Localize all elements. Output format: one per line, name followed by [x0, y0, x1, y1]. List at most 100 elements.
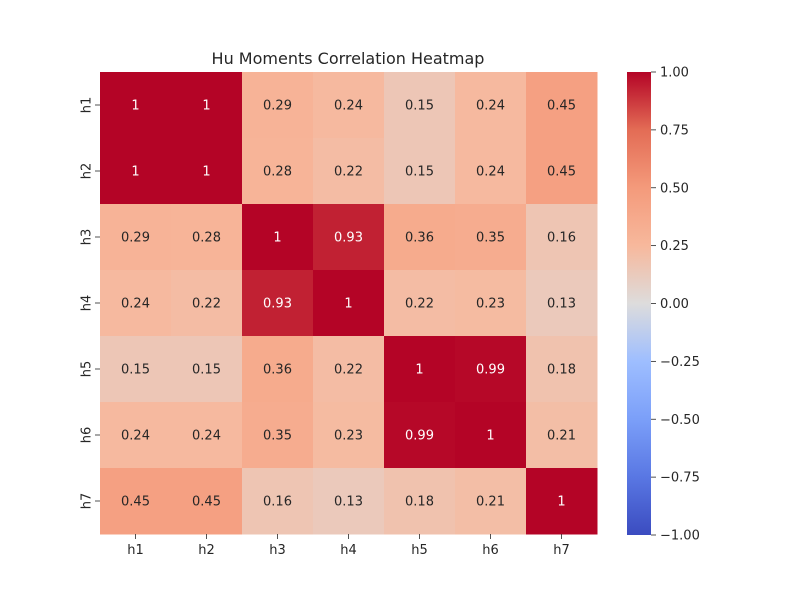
heatmap-cell	[171, 204, 243, 271]
x-axis: h1 h2 h3 h4 h5 h6 h7	[127, 534, 570, 558]
heatmap-cell	[171, 468, 243, 535]
heatmap-cell	[100, 72, 172, 139]
colorbar-tick-label: 0.75	[660, 123, 689, 138]
cell-value-label: 0.99	[405, 429, 434, 444]
heatmap-cell	[526, 336, 598, 403]
cell-value-label: 1	[131, 165, 139, 180]
cell-value-label: 0.35	[476, 231, 505, 246]
cell-value-label: 0.35	[263, 429, 292, 444]
y-tick-label: h2	[80, 163, 95, 180]
cell-value-label: 0.16	[547, 231, 576, 246]
cell-value-label: 0.22	[405, 297, 434, 312]
heatmap-cell-labels: 1 1 0.29 0.24 0.15 0.24 0.45 1 1 0.28 0.22 0.15 0.24…	[121, 99, 576, 510]
y-tick-label: h4	[80, 295, 95, 312]
cell-value-label: 0.24	[192, 429, 221, 444]
x-tick-label: h6	[482, 543, 499, 558]
heatmap-cell	[455, 468, 527, 535]
cell-value-label: 1	[202, 165, 210, 180]
colorbar	[627, 72, 651, 535]
x-tick-label: h3	[269, 543, 286, 558]
heatmap-cell	[455, 204, 527, 271]
heatmap-cell	[526, 138, 598, 205]
cell-value-label: 0.24	[121, 429, 150, 444]
heatmap-cell	[242, 204, 314, 271]
heatmap-cell	[313, 270, 385, 337]
y-tick-label: h3	[80, 229, 95, 246]
cell-value-label: 0.22	[334, 165, 363, 180]
cell-value-label: 0.45	[547, 165, 576, 180]
cell-value-label: 0.13	[334, 495, 363, 510]
heatmap-cell	[171, 270, 243, 337]
cell-value-label: 1	[344, 297, 352, 312]
heatmap-cell	[100, 336, 172, 403]
heatmap-cell	[384, 138, 456, 205]
heatmap-cell	[526, 204, 598, 271]
colorbar-tick-label: −0.75	[660, 471, 700, 486]
heatmap-cell	[242, 336, 314, 403]
x-tick-label: h4	[340, 543, 357, 558]
x-tick-label: h5	[411, 543, 428, 558]
heatmap-cell	[384, 270, 456, 337]
y-axis: h1 h2 h3 h4 h5 h6 h7	[80, 97, 100, 509]
colorbar-tick-label: 0.50	[660, 181, 689, 196]
cell-value-label: 0.24	[334, 99, 363, 114]
heatmap-cell	[313, 204, 385, 271]
colorbar-axis: 1.00 0.75 0.50 0.25 0.00 −0.25 −0.50 −0.75 −1.00	[651, 66, 700, 544]
chart-title: Hu Moments Correlation Heatmap	[212, 49, 485, 68]
heatmap-cell	[384, 204, 456, 271]
heatmap-cell	[455, 336, 527, 403]
cell-value-label: 0.15	[192, 363, 221, 378]
cell-value-label: 1	[557, 495, 565, 510]
heatmap-cell	[455, 72, 527, 139]
heatmap-cell	[526, 402, 598, 469]
cell-value-label: 0.36	[263, 363, 292, 378]
heatmap-cell	[171, 402, 243, 469]
heatmap-cell	[526, 468, 598, 535]
cell-value-label: 0.29	[263, 99, 292, 114]
heatmap-cell	[100, 270, 172, 337]
heatmap-cell	[242, 402, 314, 469]
heatmap-cell	[242, 138, 314, 205]
heatmap-cell	[455, 402, 527, 469]
heatmap-cell	[313, 468, 385, 535]
heatmap-cell	[313, 402, 385, 469]
heatmap-cell	[526, 270, 598, 337]
y-tick-label: h1	[80, 97, 95, 114]
cell-value-label: 1	[202, 99, 210, 114]
cell-value-label: 0.28	[192, 231, 221, 246]
heatmap-cell	[242, 72, 314, 139]
heatmap-cell	[384, 72, 456, 139]
cell-value-label: 0.15	[121, 363, 150, 378]
cell-value-label: 1	[131, 99, 139, 114]
heatmap-cell	[526, 72, 598, 139]
heatmap-cell	[313, 336, 385, 403]
cell-value-label: 0.45	[192, 495, 221, 510]
cell-value-label: 0.23	[334, 429, 363, 444]
cell-value-label: 0.36	[405, 231, 434, 246]
colorbar-tick-label: −1.00	[660, 529, 700, 544]
colorbar-tick-label: 1.00	[660, 66, 689, 81]
cell-value-label: 1	[415, 363, 423, 378]
cell-value-label: 0.24	[476, 99, 505, 114]
cell-value-label: 0.18	[405, 495, 434, 510]
cell-value-label: 0.93	[334, 231, 363, 246]
heatmap-cell	[242, 468, 314, 535]
cell-value-label: 1	[273, 231, 281, 246]
cell-value-label: 0.45	[547, 99, 576, 114]
x-tick-label: h1	[127, 543, 144, 558]
x-tick-label: h2	[198, 543, 215, 558]
cell-value-label: 0.21	[476, 495, 505, 510]
heatmap-cell	[313, 138, 385, 205]
cell-value-label: 0.99	[476, 363, 505, 378]
heatmap-cell	[171, 72, 243, 139]
heatmap-cell	[384, 336, 456, 403]
cell-value-label: 0.45	[121, 495, 150, 510]
cell-value-label: 0.22	[334, 363, 363, 378]
cell-value-label: 0.22	[192, 297, 221, 312]
heatmap-cell	[100, 138, 172, 205]
x-tick-label: h7	[553, 543, 570, 558]
cell-value-label: 0.18	[547, 363, 576, 378]
cell-value-label: 0.29	[121, 231, 150, 246]
